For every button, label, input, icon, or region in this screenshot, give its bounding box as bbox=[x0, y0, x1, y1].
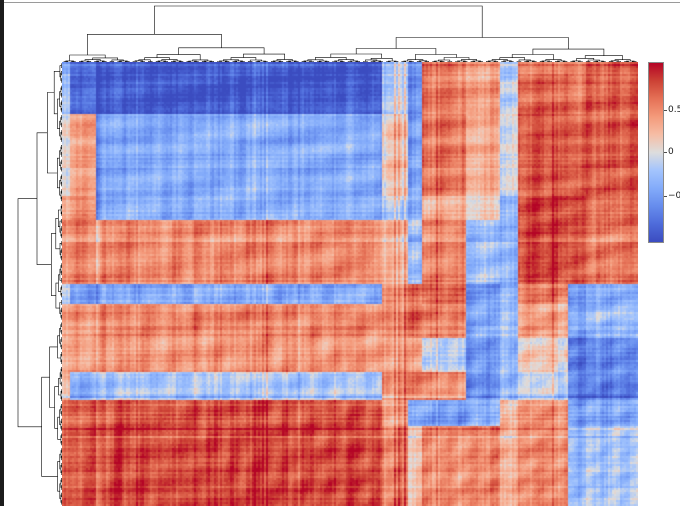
colorbar-label-low: −0.5 bbox=[668, 191, 680, 201]
figure-top-rule bbox=[4, 2, 680, 3]
colorbar-label-mid: 0 bbox=[668, 147, 674, 157]
colorbar-gradient bbox=[648, 62, 664, 243]
column-dendrogram-svg bbox=[63, 5, 637, 62]
heatmap-matrix bbox=[62, 62, 638, 506]
column-dendrogram bbox=[62, 4, 638, 62]
colorbar: 0.5 0 −0.5 bbox=[646, 60, 680, 248]
colorbar-tick-mid bbox=[664, 152, 667, 153]
colorbar-label-high: 0.5 bbox=[668, 105, 680, 115]
heatmap-panel bbox=[62, 62, 638, 506]
row-dendrogram-svg bbox=[17, 63, 62, 505]
row-dendrogram bbox=[17, 62, 62, 506]
colorbar-tick-high bbox=[664, 110, 667, 111]
colorbar-tick-low bbox=[664, 196, 667, 197]
figure-left-border bbox=[0, 0, 4, 506]
